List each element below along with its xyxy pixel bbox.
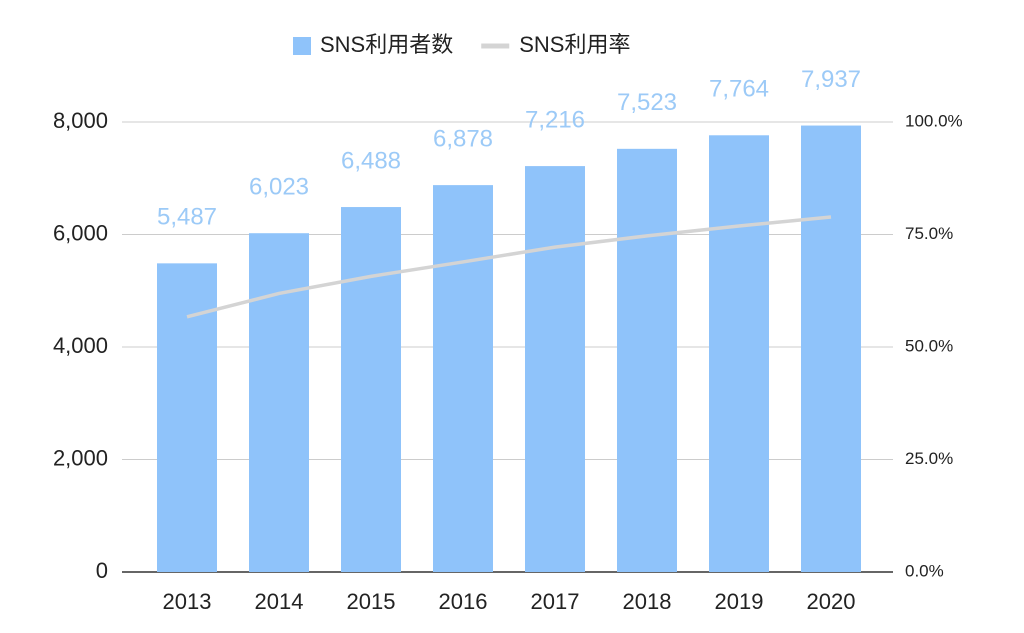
data-label: 7,216 xyxy=(525,106,585,133)
legend-label: SNS利用者数 xyxy=(320,32,453,57)
y2-tick-label: 75.0% xyxy=(905,224,953,243)
y2-tick-label: 100.0% xyxy=(905,111,963,130)
x-tick-label: 2019 xyxy=(715,589,764,614)
y-tick-label: 6,000 xyxy=(53,220,108,245)
x-tick-label: 2014 xyxy=(255,589,304,614)
data-label: 7,937 xyxy=(801,66,861,93)
y-tick-label: 0 xyxy=(96,558,108,583)
bar xyxy=(709,135,769,572)
data-label: 7,523 xyxy=(617,89,677,116)
legend-label: SNS利用率 xyxy=(519,32,630,57)
y-tick-label: 4,000 xyxy=(53,333,108,358)
y-tick-label: 2,000 xyxy=(53,445,108,470)
bar xyxy=(617,148,677,573)
y2-tick-label: 25.0% xyxy=(905,449,953,468)
line xyxy=(186,215,832,319)
bar xyxy=(341,207,401,573)
x-tick-label: 2018 xyxy=(623,589,672,614)
legend-swatch xyxy=(293,37,311,55)
bar xyxy=(525,166,585,572)
data-label: 6,023 xyxy=(249,174,309,201)
data-label: 5,487 xyxy=(157,204,217,231)
x-tick-label: 2020 xyxy=(807,589,856,614)
x-tick-label: 2017 xyxy=(531,589,580,614)
x-tick-label: 2016 xyxy=(439,589,488,614)
y2-tick-label: 50.0% xyxy=(905,336,953,355)
data-label: 6,878 xyxy=(433,125,493,152)
data-label: 6,488 xyxy=(341,147,401,174)
bar xyxy=(433,185,493,573)
x-tick-label: 2013 xyxy=(163,589,212,614)
data-label: 7,764 xyxy=(709,76,769,103)
y2-tick-label: 0.0% xyxy=(905,561,944,580)
y-tick-label: 8,000 xyxy=(53,108,108,133)
bar xyxy=(157,263,217,572)
bar xyxy=(801,125,861,572)
bar xyxy=(249,233,309,573)
x-tick-label: 2015 xyxy=(347,589,396,614)
